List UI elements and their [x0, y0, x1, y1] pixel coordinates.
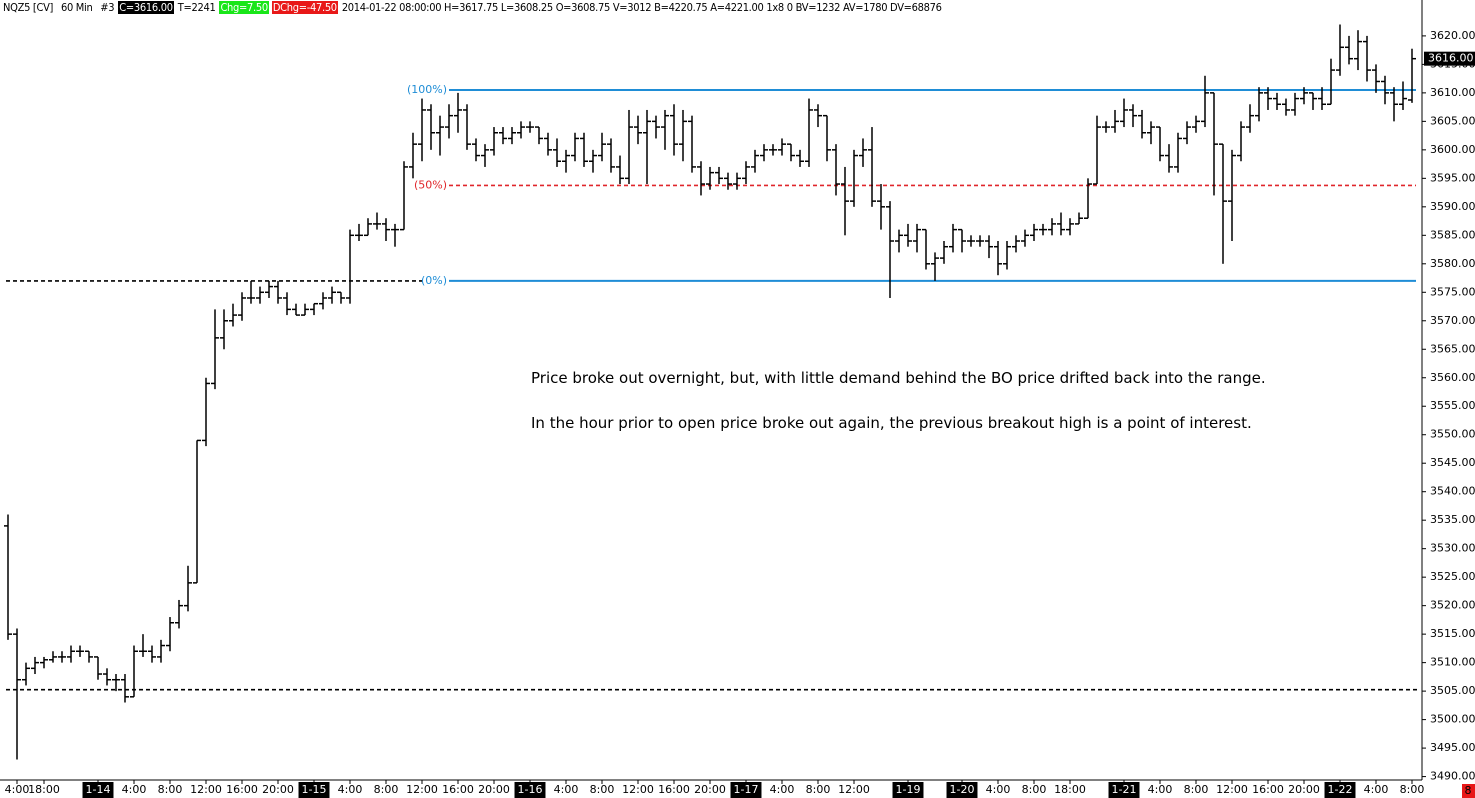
- x-tick-label: 16:00: [226, 783, 258, 796]
- x-tick-label: 12:00: [838, 783, 870, 796]
- y-tick-label: 3605.00: [1430, 114, 1475, 127]
- y-tick-label: 3610.00: [1430, 86, 1475, 99]
- level-label: (100%): [407, 83, 447, 96]
- annotation: Price broke out overnight, but, with lit…: [531, 369, 1266, 387]
- y-tick-label: 3550.00: [1430, 428, 1475, 441]
- x-tick-label: 1-15: [302, 783, 327, 796]
- y-tick-label: 3600.00: [1430, 143, 1475, 156]
- y-tick-label: 3520.00: [1430, 599, 1475, 612]
- x-tick-label: 16:00: [658, 783, 690, 796]
- x-tick-label: 8:00: [374, 783, 399, 796]
- x-tick-label: 1-21: [1112, 783, 1137, 796]
- y-tick-label: 3570.00: [1430, 314, 1475, 327]
- y-tick-label: 3560.00: [1430, 371, 1475, 384]
- date-box: [1324, 782, 1356, 798]
- x-tick-label: 20:00: [262, 783, 294, 796]
- x-tick-label: 4:00: [338, 783, 363, 796]
- x-tick-label: 12:00: [1216, 783, 1248, 796]
- x-tick-label: 8:00: [158, 783, 183, 796]
- x-tick-label: 16:00: [1252, 783, 1284, 796]
- x-tick-label: 16:00: [442, 783, 474, 796]
- level-label: (50%): [414, 178, 447, 191]
- x-tick-label: 4:00: [1148, 783, 1173, 796]
- y-tick-label: 3565.00: [1430, 342, 1475, 355]
- x-tick-label: 20:00: [478, 783, 510, 796]
- x-tick-label: 4:00: [554, 783, 579, 796]
- date-box: [730, 782, 762, 798]
- x-tick-label: 12:00: [190, 783, 222, 796]
- y-tick-label: 3580.00: [1430, 257, 1475, 270]
- y-tick-label: 3515.00: [1430, 627, 1475, 640]
- annotation: In the hour prior to open price broke ou…: [531, 414, 1252, 432]
- day-change-field: DChg=-47.50: [271, 1, 338, 14]
- x-tick-label: 4:00: [986, 783, 1011, 796]
- x-tick-label: 18:00: [28, 783, 60, 796]
- y-tick-label: 3535.00: [1430, 513, 1475, 526]
- y-tick-label: 3490.00: [1430, 770, 1475, 783]
- date-box: [892, 782, 924, 798]
- x-tick-label: 8:00: [806, 783, 831, 796]
- x-tick-label: 1-14: [86, 783, 111, 796]
- x-tick-label: 1-16: [518, 783, 543, 796]
- y-tick-label: 3495.00: [1430, 741, 1475, 754]
- y-tick-label: 3590.00: [1430, 200, 1475, 213]
- y-tick-label: 3585.00: [1430, 228, 1475, 241]
- x-tick-label: 20:00: [1288, 783, 1320, 796]
- x-tick-label: 8:00: [1400, 783, 1425, 796]
- x-tick-label: 8:00: [1184, 783, 1209, 796]
- x-tick-label: 8:00: [590, 783, 615, 796]
- x-tick-label: 1-22: [1328, 783, 1353, 796]
- x-tick-label: 4:00: [1364, 783, 1389, 796]
- y-tick-label: 3595.00: [1430, 171, 1475, 184]
- date-box: [1108, 782, 1140, 798]
- close-field: C=3616.00: [118, 1, 174, 14]
- y-tick-label: 3575.00: [1430, 285, 1475, 298]
- ticks-field: T=2241: [177, 1, 216, 14]
- header: NQZ5 [CV] 60 Min #3 C=3616.00 T=2241 Chg=7.…: [2, 1, 946, 15]
- details-field: 2014-01-22 08:00:00 H=3617.75 L=3608.25 …: [341, 1, 942, 14]
- y-tick-label: 3530.00: [1430, 542, 1475, 555]
- date-box: [82, 782, 114, 798]
- interval: 60 Min: [60, 1, 93, 14]
- y-tick-label: 3620.00: [1430, 29, 1475, 42]
- chart-id: #3: [100, 1, 115, 14]
- x-tick-label: 8:00: [1022, 783, 1047, 796]
- x-tick-label: 20:00: [694, 783, 726, 796]
- y-tick-label: 3545.00: [1430, 456, 1475, 469]
- x-tick-label: 12:00: [406, 783, 438, 796]
- date-box: [514, 782, 546, 798]
- x-tick-label: 12:00: [622, 783, 654, 796]
- change-field: Chg=7.50: [219, 1, 269, 14]
- price-marker: [1424, 51, 1475, 66]
- symbol: NQZ5 [CV]: [3, 1, 54, 14]
- corner-label: 8: [1465, 784, 1472, 797]
- y-tick-label: 3525.00: [1430, 570, 1475, 583]
- date-box: [298, 782, 330, 798]
- x-tick-label: 1-19: [896, 783, 921, 796]
- corner-box: [1462, 784, 1475, 798]
- level-label: (0%): [421, 274, 447, 287]
- x-tick-label: 18:00: [1054, 783, 1086, 796]
- price-marker-label: 3616.00: [1428, 52, 1474, 65]
- y-tick-label: 3555.00: [1430, 399, 1475, 412]
- y-tick-label: 3510.00: [1430, 656, 1475, 669]
- x-tick-label: 4:00: [770, 783, 795, 796]
- y-tick-label: 3500.00: [1430, 713, 1475, 726]
- y-tick-label: 3540.00: [1430, 485, 1475, 498]
- x-tick-label: 1-20: [950, 783, 975, 796]
- y-tick-label: 3505.00: [1430, 684, 1475, 697]
- x-tick-label: 4:00: [5, 783, 30, 796]
- date-box: [946, 782, 978, 798]
- x-tick-label: 4:00: [122, 783, 147, 796]
- x-tick-label: 1-17: [734, 783, 759, 796]
